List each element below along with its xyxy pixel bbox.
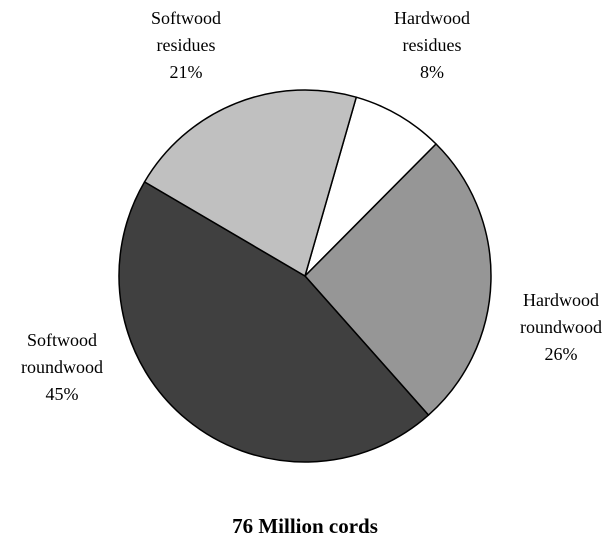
slice-percent-label: 26% xyxy=(545,344,578,364)
slice-name-label: roundwood xyxy=(520,317,602,337)
slice-percent-label: 8% xyxy=(420,62,444,82)
pie-slice-softwood-residues xyxy=(143,89,358,277)
slice-name-label: residues xyxy=(157,35,216,55)
slice-name-label: Softwood xyxy=(27,330,97,350)
chart-caption: 76 Million cords xyxy=(232,514,378,538)
slice-percent-label: 45% xyxy=(46,384,79,404)
pie-slice-hardwood-roundwood xyxy=(304,143,492,416)
slice-name-label: Hardwood xyxy=(394,8,470,28)
pie-slice-softwood-roundwood xyxy=(118,181,430,463)
pie-slices xyxy=(118,89,492,463)
slice-name-label: residues xyxy=(403,35,462,55)
slice-name-label: roundwood xyxy=(21,357,103,377)
slice-name-label: Softwood xyxy=(151,8,221,28)
pie-labels: Hardwood residues 8% Hardwood roundwood 26% So… xyxy=(21,8,602,404)
slice-percent-label: 21% xyxy=(170,62,203,82)
pie-slice-hardwood-residues xyxy=(304,96,437,277)
slice-name-label: Hardwood xyxy=(523,290,599,310)
